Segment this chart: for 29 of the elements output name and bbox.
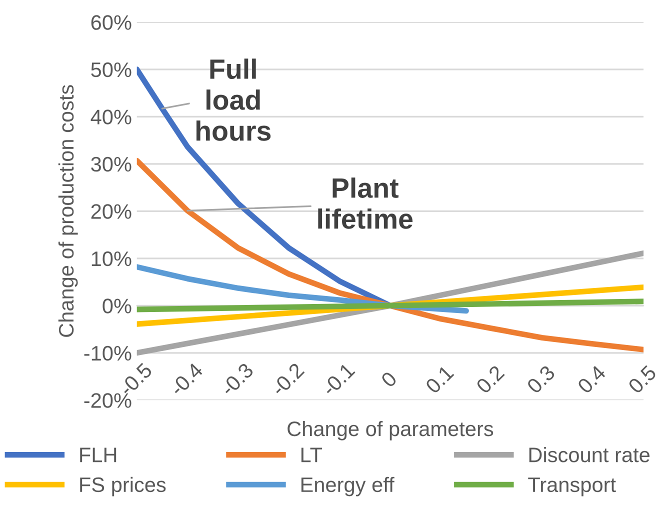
- legend-label: Energy eff: [301, 476, 394, 496]
- legend-label: FLH: [80, 448, 116, 462]
- x-tick-label: 0: [380, 370, 398, 388]
- annotation: Plant lifetime: [318, 178, 413, 229]
- legend-label: FS prices: [80, 476, 166, 496]
- y-tick-label: 20%: [91, 204, 132, 219]
- y-tick-label: 40%: [90, 110, 132, 124]
- y-tick-label: 10%: [92, 251, 132, 266]
- y-tick-label: -10%: [84, 346, 132, 361]
- x-tick-label: -0.1: [321, 362, 356, 397]
- x-tick-label: 0.3: [526, 364, 556, 394]
- y-tick-label: 50%: [91, 62, 132, 78]
- y-tick-label: -20%: [84, 393, 132, 408]
- legend-label: LT: [301, 448, 322, 462]
- y-tick-label: 30%: [91, 156, 132, 172]
- x-tick-label: 0.1: [424, 364, 454, 394]
- legend-label: Discount rate: [529, 446, 650, 462]
- legend-label: Transport: [528, 478, 616, 496]
- x-tick-label: 0.4: [576, 364, 607, 394]
- y-tick-label: 60%: [91, 15, 132, 30]
- x-tick-label: 0.2: [475, 364, 505, 394]
- x-tick-label: -0.4: [169, 362, 204, 397]
- x-axis-title: Change of parameters: [288, 420, 494, 440]
- y-tick-label: 0%: [102, 298, 132, 314]
- annotation: Full load hours: [196, 58, 271, 141]
- y-axis-title: Change of production costs: [58, 85, 78, 337]
- x-tick-label: -0.2: [270, 362, 305, 397]
- x-tick-label: -0.3: [220, 362, 254, 397]
- x-tick-label: 0.5: [627, 364, 658, 394]
